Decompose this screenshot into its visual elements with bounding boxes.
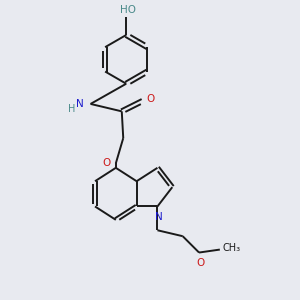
Text: O: O	[102, 158, 110, 168]
Text: HO: HO	[120, 5, 136, 15]
Text: N: N	[76, 99, 84, 109]
Text: O: O	[196, 258, 205, 268]
Text: CH₃: CH₃	[223, 243, 241, 253]
Text: N: N	[155, 212, 163, 222]
Text: H: H	[68, 104, 75, 114]
Text: O: O	[146, 94, 154, 104]
